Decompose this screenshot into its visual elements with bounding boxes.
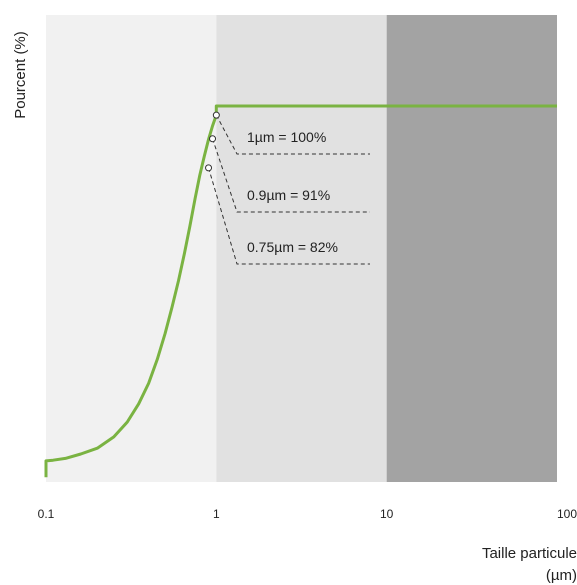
annotation-marker-0	[212, 111, 220, 119]
x-tick-label-1: 1	[213, 507, 220, 521]
series-layer	[44, 104, 557, 478]
band-1	[216, 15, 387, 482]
x-tick-label-0: 0.1	[38, 507, 55, 521]
annotation-leader-2	[208, 167, 370, 265]
x-axis-ticks: 0.1 1 10 100	[38, 507, 577, 521]
annotation-leader-1	[212, 138, 370, 213]
annotation-label-2: 0.75µm = 82%	[247, 239, 338, 255]
background-bands	[46, 15, 557, 482]
series-line-0	[44, 104, 557, 478]
annotation-label-1: 0.9µm = 91%	[247, 187, 330, 203]
band-0	[46, 15, 217, 482]
y-axis-title: Pourcent (%)	[12, 31, 29, 119]
annotations-layer: 1µm = 100% 0.9µm = 91% 0.75µm = 82%	[205, 111, 370, 265]
x-tick-label-2: 10	[380, 507, 394, 521]
x-axis-title: Taille particule (µm)	[482, 545, 577, 584]
x-tick-label-3: 100	[557, 507, 577, 521]
annotation-marker-1	[209, 135, 217, 143]
band-2	[386, 15, 557, 482]
annotation-marker-2	[205, 164, 213, 172]
annotation-label-0: 1µm = 100%	[247, 129, 326, 145]
annotation-leader-0	[215, 114, 370, 155]
